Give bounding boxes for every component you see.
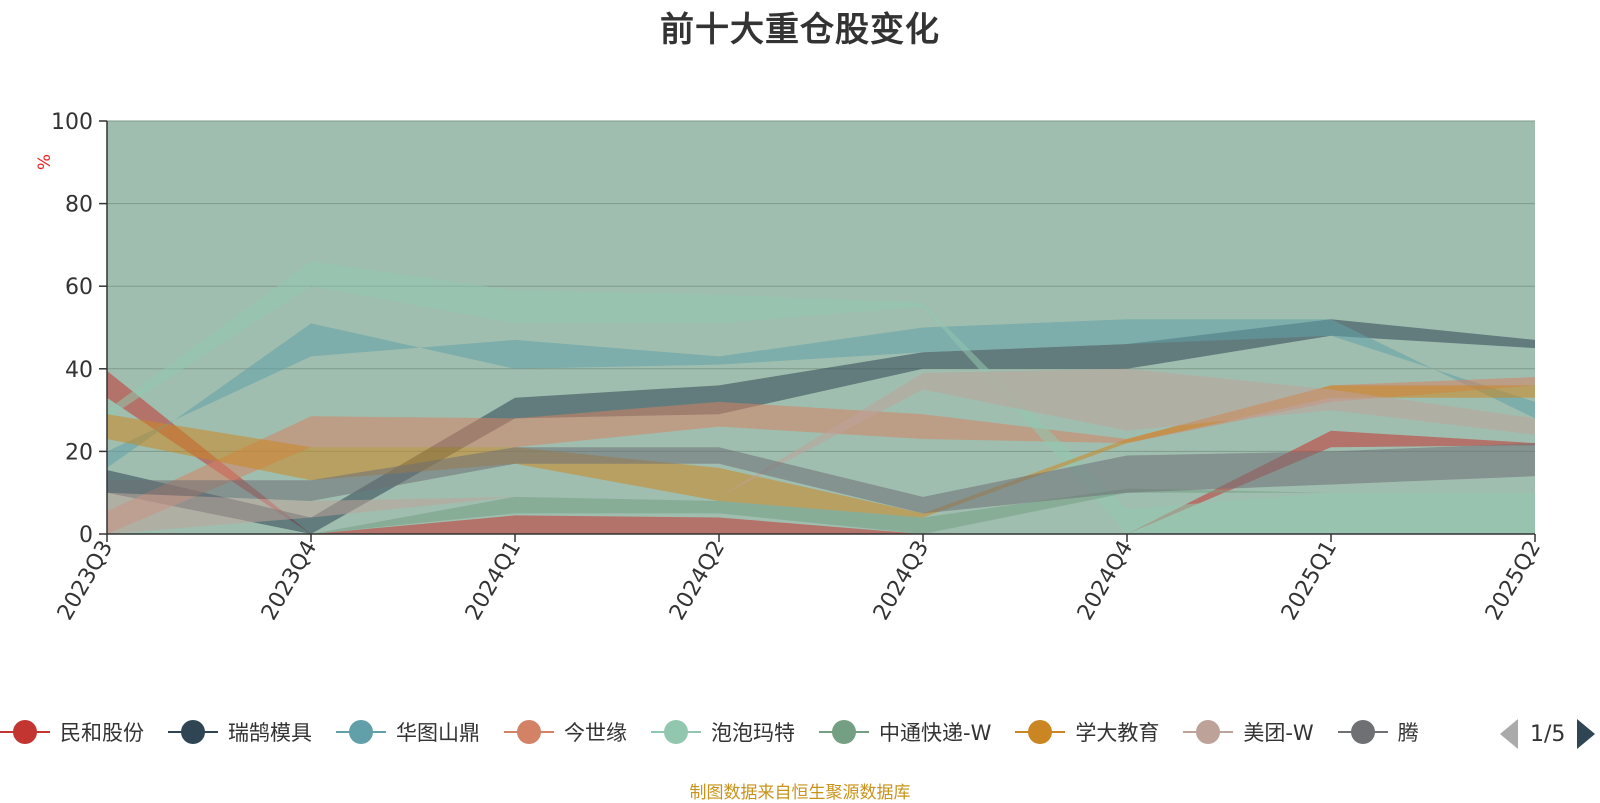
legend-marker-icon xyxy=(336,720,386,744)
series-area-6 xyxy=(107,385,1535,518)
legend-pager: 1/5 xyxy=(1500,716,1596,752)
legend-label: 华图山鼎 xyxy=(396,721,480,745)
source-note: 制图数据来自恒生聚源数据库 xyxy=(689,783,911,803)
series-area-4 xyxy=(107,261,1535,534)
x-tick-label: 2024Q1 xyxy=(461,537,526,625)
legend-page-indicator: 1/5 xyxy=(1530,721,1566,747)
y-tick-label: 20 xyxy=(65,440,93,465)
series-area-7 xyxy=(107,368,1535,534)
y-axis-label: % xyxy=(35,154,55,170)
y-tick-label: 0 xyxy=(79,523,93,548)
legend-marker-icon xyxy=(651,720,701,744)
x-tick-label: 2023Q4 xyxy=(257,537,322,625)
legend-item[interactable]: 华图山鼎 xyxy=(336,712,480,752)
legend-marker-icon xyxy=(168,720,218,744)
legend-next-page-icon[interactable] xyxy=(1577,719,1596,749)
legend-item[interactable]: 民和股份 xyxy=(0,712,144,752)
legend: 民和股份 瑞鹄模具 华图山鼎 今世缘 泡泡玛特 中通快递-W 学大教育 美团-W 腾 xyxy=(0,712,1485,752)
legend-item[interactable]: 腾 xyxy=(1337,712,1419,752)
legend-label: 美团-W xyxy=(1243,721,1314,745)
legend-label: 今世缘 xyxy=(564,721,627,745)
legend-marker-icon xyxy=(1337,720,1388,744)
series-area-2 xyxy=(107,319,1535,468)
y-tick-label: 100 xyxy=(51,110,93,135)
x-tick-label: 2025Q1 xyxy=(1277,537,1342,625)
legend-item[interactable]: 今世缘 xyxy=(504,712,627,752)
legend-marker-icon xyxy=(819,720,869,744)
series-area-8 xyxy=(107,443,1535,514)
legend-item[interactable]: 学大教育 xyxy=(1015,712,1159,752)
legend-item[interactable]: 泡泡玛特 xyxy=(651,712,795,752)
legend-marker-icon xyxy=(1015,720,1066,744)
x-tick-label: 2024Q2 xyxy=(665,537,730,625)
legend-label: 瑞鹄模具 xyxy=(228,721,312,745)
legend-marker-icon xyxy=(504,720,554,744)
legend-label: 泡泡玛特 xyxy=(711,721,795,745)
x-tick-label: 2024Q4 xyxy=(1073,537,1138,625)
legend-item[interactable]: 中通快递-W xyxy=(819,712,991,752)
chart-title: 前十大重仓股变化 xyxy=(660,10,940,50)
legend-label: 中通快递-W xyxy=(879,721,992,745)
legend-item[interactable]: 瑞鹄模具 xyxy=(168,712,312,752)
series-area-5 xyxy=(107,488,1535,534)
y-tick-label: 40 xyxy=(65,358,93,383)
legend-label: 腾 xyxy=(1397,721,1419,745)
x-tick-label: 2024Q3 xyxy=(869,537,934,625)
legend-marker-icon xyxy=(1183,720,1234,744)
legend-label: 民和股份 xyxy=(60,721,144,745)
legend-prev-page-icon[interactable] xyxy=(1500,719,1518,749)
legend-marker-icon xyxy=(0,720,50,744)
legend-item[interactable]: 美团-W xyxy=(1183,712,1314,752)
x-tick-label: 2025Q2 xyxy=(1481,537,1546,625)
legend-label: 学大教育 xyxy=(1075,721,1160,745)
y-tick-label: 80 xyxy=(65,193,93,218)
y-tick-label: 60 xyxy=(65,275,93,300)
x-tick-label: 2023Q3 xyxy=(53,537,118,625)
